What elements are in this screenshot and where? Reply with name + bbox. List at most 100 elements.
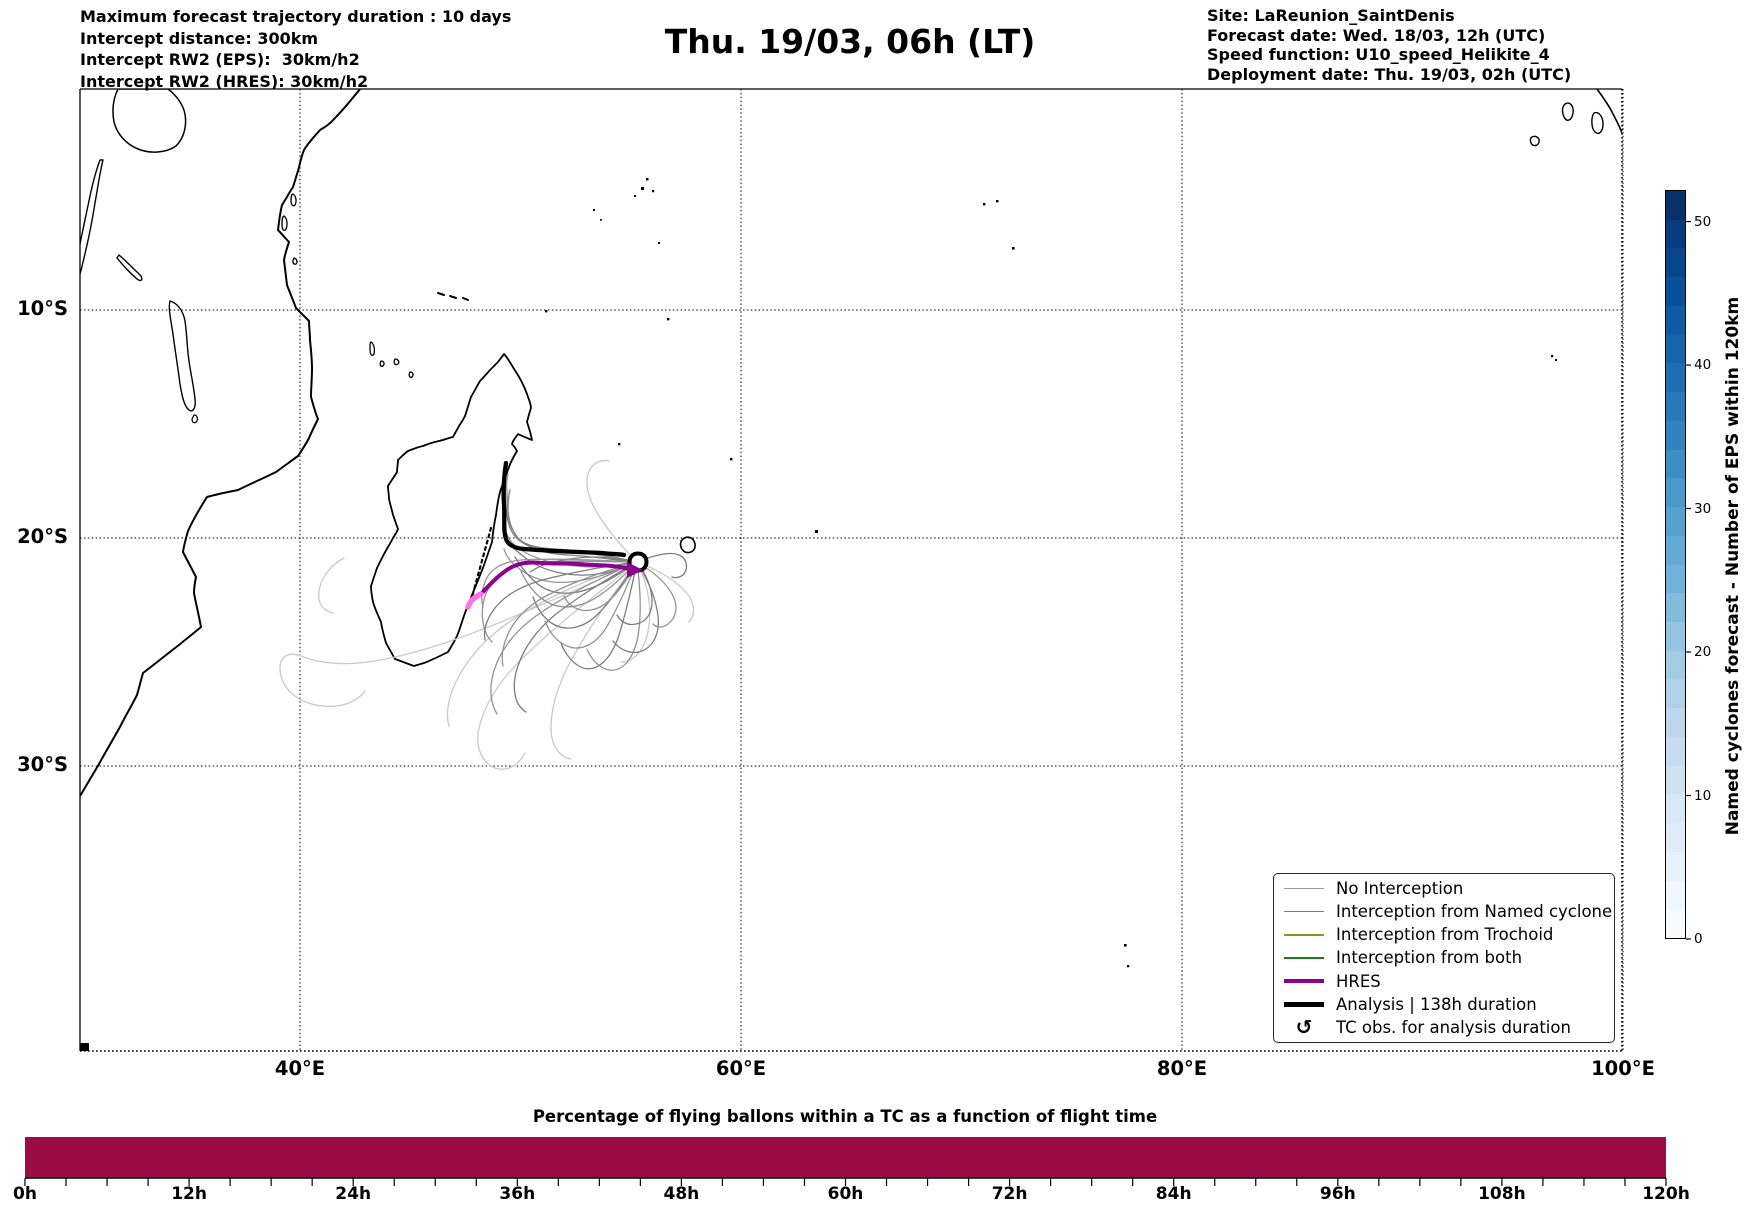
lake-tanganyika xyxy=(80,159,104,277)
legend-swatch xyxy=(1283,910,1325,913)
eps-track xyxy=(513,561,638,713)
legend-swatch: ↺ xyxy=(1283,1017,1325,1037)
hres-start-segment xyxy=(465,591,484,610)
legend-line-swatch xyxy=(1284,1002,1324,1007)
hres-arrowhead xyxy=(627,562,643,578)
island-simeulue xyxy=(1529,135,1540,147)
legend-item: No Interception xyxy=(1283,877,1614,900)
colorbar-band xyxy=(1666,679,1685,709)
legend-item-label: HRES xyxy=(1336,971,1381,991)
tc-percentage-bar xyxy=(25,1137,1666,1178)
y-tick-label: 20°S xyxy=(17,525,68,548)
bottom-tick-label: 48h xyxy=(663,1184,700,1204)
colorbar-tick-label: 20 xyxy=(1694,644,1712,661)
eps-track xyxy=(483,561,638,641)
colorbar-band xyxy=(1666,449,1685,479)
islands-seychelles xyxy=(593,178,655,221)
colorbar-band xyxy=(1666,535,1685,565)
legend-line-swatch xyxy=(1284,934,1324,936)
max-duration-line: Maximum forecast trajectory duration : 1… xyxy=(80,7,512,26)
colorbar-band xyxy=(1666,622,1685,651)
legend-line-swatch xyxy=(1284,910,1324,913)
legend-swatch xyxy=(1283,1002,1325,1007)
legend-swatch xyxy=(1283,957,1325,959)
lake-rukwa xyxy=(116,254,143,282)
bottom-tick-label: 24h xyxy=(335,1184,372,1204)
legend-swatch xyxy=(1283,934,1325,936)
colorbar-band xyxy=(1666,736,1685,766)
island-mauritius xyxy=(679,536,696,554)
eps-track xyxy=(616,561,653,626)
colorbar-band xyxy=(1666,823,1685,852)
bottom-tick-label: 12h xyxy=(171,1184,207,1204)
island-nias xyxy=(1561,102,1574,121)
colorbar-band xyxy=(1666,305,1685,335)
legend-item: Interception from Trochoid xyxy=(1283,923,1614,946)
colorbar-band xyxy=(1666,708,1685,737)
colorbar-band xyxy=(1666,851,1685,881)
y-tick-label: 30°S xyxy=(17,753,68,776)
y-tick-label: 10°S xyxy=(17,297,68,320)
legend-item-label: No Interception xyxy=(1336,879,1464,899)
colorbar-band xyxy=(1666,880,1685,910)
eps-track xyxy=(620,561,651,663)
colorbar-band xyxy=(1666,334,1685,364)
page-title: Thu. 19/03, 06h (LT) xyxy=(664,22,1036,61)
colorbar-tick-label: 0 xyxy=(1694,931,1703,947)
colorbar-band xyxy=(1666,478,1685,508)
eps-track xyxy=(317,557,345,614)
eps-track xyxy=(529,556,638,573)
forecast-date-line: Forecast date: Wed. 18/03, 12h (UTC) xyxy=(1207,25,1546,45)
coastline-sumatra-fragment xyxy=(1596,89,1622,134)
colorbar-title: Named cyclones forecast - Number of EPS … xyxy=(1723,296,1743,836)
colorbar-tick-label: 50 xyxy=(1694,213,1712,230)
hres-track xyxy=(479,560,633,596)
legend-item: ↺ TC obs. for analysis duration xyxy=(1283,1016,1614,1039)
corner-land-blob xyxy=(80,1043,89,1051)
eps-track xyxy=(508,543,638,576)
coastline-madagascar xyxy=(370,353,533,667)
analysis-track xyxy=(501,460,627,558)
legend-item-label: TC obs. for analysis duration xyxy=(1336,1017,1571,1037)
lake-malawi xyxy=(168,300,196,412)
colorbar-band xyxy=(1666,593,1685,623)
eps-track xyxy=(501,561,638,667)
colorbar-tick-label: 30 xyxy=(1694,500,1712,517)
tc-obs-icon: ↺ xyxy=(1295,1015,1313,1040)
colorbar-band xyxy=(1666,420,1685,450)
islands-aldabra xyxy=(437,292,469,301)
legend-line-swatch xyxy=(1284,957,1324,959)
bottom-tick-label: 120h xyxy=(1642,1184,1690,1204)
eps-track xyxy=(586,561,641,671)
eps-track xyxy=(477,561,638,770)
header-left-block: Maximum forecast trajectory duration : 1… xyxy=(80,6,511,92)
scattered-islets xyxy=(545,200,1557,968)
x-tick-label: 100°E xyxy=(1591,1057,1655,1080)
eps-track xyxy=(586,459,638,563)
eps-track xyxy=(279,561,638,708)
colorbar-band xyxy=(1666,248,1685,278)
colorbar-band xyxy=(1666,392,1685,421)
eps-track xyxy=(560,561,638,670)
bottom-chart-title: Percentage of flying ballons within a TC… xyxy=(532,1107,1158,1126)
legend: No Interception Interception from Named c… xyxy=(1273,873,1615,1043)
x-tick-label: 40°E xyxy=(274,1057,326,1080)
legend-item: HRES xyxy=(1283,970,1614,993)
eps-track xyxy=(544,561,638,649)
bottom-tick-label: 108h xyxy=(1478,1184,1526,1204)
legend-swatch xyxy=(1283,887,1325,890)
deployment-date-line: Deployment date: Thu. 19/03, 02h (UTC) xyxy=(1207,64,1572,84)
colorbar-band xyxy=(1666,909,1685,939)
intercept-rw2-eps-line: Intercept RW2 (EPS): 30km/h2 xyxy=(80,50,360,69)
lake-malombe xyxy=(191,414,198,424)
bottom-tick-label: 72h xyxy=(991,1184,1028,1204)
island-mafia xyxy=(292,257,298,265)
speed-function-line: Speed function: U10_speed_Helikite_4 xyxy=(1207,45,1550,64)
colorbar-band xyxy=(1666,363,1685,393)
tc-obs-markers xyxy=(467,526,493,610)
eps-track xyxy=(636,561,695,623)
colorbar-band xyxy=(1666,564,1685,594)
colorbar-band xyxy=(1666,191,1685,220)
